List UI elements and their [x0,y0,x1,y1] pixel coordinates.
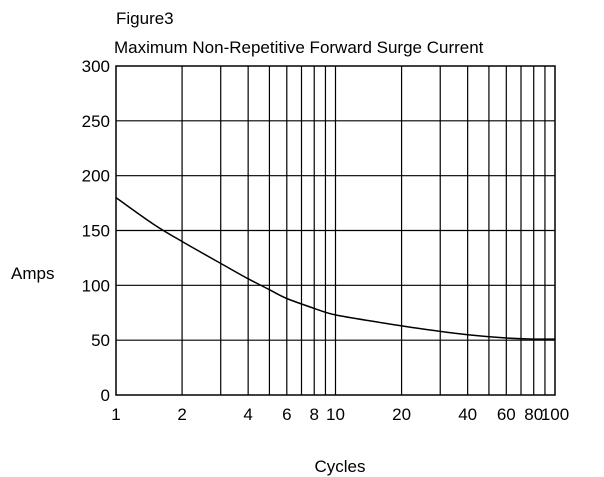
x-tick-label: 10 [326,405,345,424]
y-tick-label: 50 [91,331,110,350]
y-tick-label: 100 [82,276,110,295]
x-tick-label: 100 [541,405,569,424]
y-tick-label: 300 [82,57,110,76]
x-axis-label: Cycles [314,457,365,476]
y-tick-label: 150 [82,222,110,241]
y-tick-label: 200 [82,167,110,186]
y-tick-label: 0 [101,386,110,405]
x-tick-label: 20 [392,405,411,424]
x-tick-label: 2 [177,405,186,424]
series-line-surge-current [115,196,556,340]
y-gridlines [116,120,555,341]
x-tick-label: 8 [309,405,318,424]
plot-area-frame [115,65,556,396]
y-tick-label: 250 [82,112,110,131]
x-tick-label: 40 [458,405,477,424]
figure-label: Figure3 [116,9,174,28]
x-tick-label: 1 [111,405,120,424]
x-tick-label: 4 [243,405,252,424]
chart-title: Maximum Non-Repetitive Forward Surge Cur… [114,38,484,57]
y-axis-label: Amps [11,264,54,283]
y-tick-labels: 0 50 100 150 200 250 300 [82,57,110,405]
x-tick-label: 6 [282,405,291,424]
x-tick-label: 80 [524,405,543,424]
x-tick-label: 60 [497,405,516,424]
